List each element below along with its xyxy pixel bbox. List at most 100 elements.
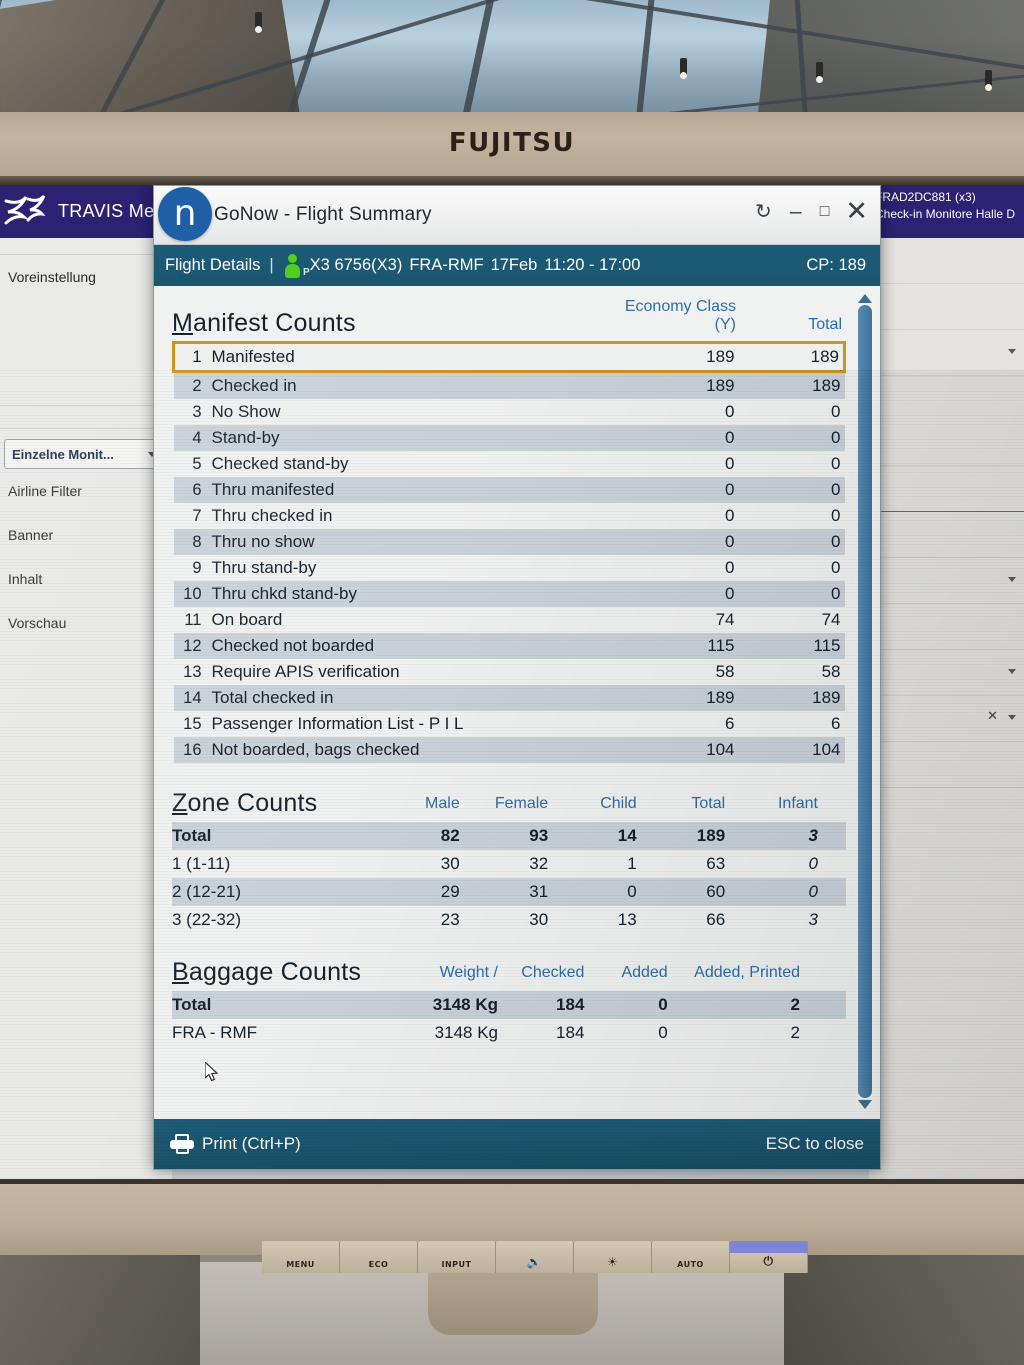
manifest-row[interactable]: 4 Stand-by 0 0 [173, 425, 845, 451]
manifest-row-index: 2 [173, 371, 212, 399]
zone-row-child: 1 [627, 854, 637, 873]
baggage-col-weight: Weight / [390, 954, 510, 991]
travis-titlebar: TRAVIS Me [0, 185, 172, 238]
manifest-row-label: Thru stand-by [211, 558, 317, 577]
zone-row-female: 31 [481, 878, 571, 906]
manifest-row[interactable]: 6 Thru manifested 0 0 [173, 477, 845, 503]
power-icon[interactable]: ⏻ [730, 1241, 808, 1273]
chevron-down-icon[interactable] [1008, 715, 1016, 720]
manifest-row[interactable]: 2 Checked in 189 189 [173, 371, 845, 399]
brightness-icon[interactable]: ☀ [574, 1241, 652, 1273]
monitor-button-menu[interactable]: MENU [262, 1241, 340, 1273]
manifest-row[interactable]: 11 On board 74 74 [174, 607, 845, 633]
manifest-title-rest: anifest Counts [193, 309, 356, 337]
maximize-icon[interactable]: □ [819, 202, 830, 220]
manifest-row[interactable]: 13 Require APIS verification 58 58 [174, 659, 845, 685]
volume-icon[interactable]: 🔊 [496, 1241, 574, 1273]
scroll-down-arrow-icon[interactable] [858, 1100, 872, 1109]
flightbar-separator: | [269, 256, 274, 274]
sidebar-item-banner[interactable]: Banner [8, 527, 54, 543]
right-row [869, 376, 1024, 466]
right-row [869, 650, 1024, 696]
zone-section-title: Zone Counts [172, 785, 393, 822]
zone-counts-table: Zone Counts Male Female Child Total Infa… [172, 785, 846, 934]
right-app-id: FRAD2DC881 (x3) [875, 190, 976, 204]
manifest-row[interactable]: 10 Thru chkd stand-by 0 0 [173, 581, 845, 607]
print-button[interactable]: Print (Ctrl+P) [202, 1134, 301, 1153]
scroll-up-arrow-icon[interactable] [858, 294, 872, 303]
close-icon[interactable]: ✕ [987, 708, 998, 723]
baggage-row[interactable]: Total 3148 Kg 184 0 2 [172, 991, 846, 1019]
manifest-row-economy: 189 [602, 341, 753, 373]
zone-row-label: 2 (12-21) [172, 878, 394, 906]
manifest-row-index: 11 [184, 610, 202, 629]
manifest-row[interactable]: 16 Not boarded, bags checked 104 104 [173, 737, 845, 763]
right-row: ✕ [869, 696, 1024, 742]
content-scrollbar[interactable] [855, 292, 875, 1111]
manifest-row-total: 74 [821, 610, 841, 629]
chevron-down-icon[interactable] [1008, 669, 1016, 674]
manifest-row[interactable]: 15 Passenger Information List - P I L 6 6 [174, 711, 845, 737]
sidebar-item-voreinstellung[interactable]: Voreinstellung [8, 269, 96, 285]
baggage-header-row: Baggage Counts Weight / Checked Added Ad… [172, 954, 846, 991]
flight-time: 11:20 - 17:00 [544, 256, 641, 274]
manifest-row[interactable]: 1 Manifested 189 189 [172, 341, 846, 373]
monitor-select-value: Einzelne Monit... [12, 446, 114, 462]
baggage-counts-table: Baggage Counts Weight / Checked Added Ad… [172, 954, 846, 1047]
chevron-down-icon[interactable] [1008, 349, 1016, 354]
zone-row-female: 30 [529, 910, 549, 929]
manifest-row[interactable]: 8 Thru no show 0 0 [173, 529, 845, 555]
monitor-stand [428, 1273, 598, 1335]
manifest-row[interactable]: 3 No Show 0 0 [174, 399, 845, 425]
manifest-row[interactable]: 5 Checked stand-by 0 0 [174, 451, 845, 477]
zone-row-label: Total [172, 822, 394, 850]
zone-row[interactable]: Total 82 93 14 189 3 [172, 822, 846, 850]
zone-col-total: Total [691, 794, 726, 812]
zone-row-total: 66 [706, 910, 726, 929]
monitor-button-eco[interactable]: ECO [340, 1241, 418, 1273]
printer-icon [170, 1134, 194, 1154]
sidebar-item-inhalt[interactable]: Inhalt [8, 571, 43, 587]
chevron-down-icon[interactable] [1008, 577, 1016, 582]
zone-row-label: 1 (1-11) [172, 854, 231, 873]
sidebar-item-airline-filter[interactable]: Airline Filter [8, 483, 82, 499]
manifest-row-index: 10 [173, 581, 212, 607]
sidebar-item-vorschau[interactable]: Vorschau [8, 615, 67, 631]
baggage-row-added: 0 [606, 991, 694, 1019]
zone-title-rest: one Counts [187, 789, 318, 817]
zone-row[interactable]: 3 (22-32) 23 30 13 66 3 [172, 906, 846, 934]
minimize-icon[interactable]: – [789, 199, 802, 223]
manifest-row[interactable]: 7 Thru checked in 0 0 [174, 503, 845, 529]
right-row [869, 466, 1024, 512]
right-row [869, 512, 1024, 558]
manifest-row[interactable]: 9 Thru stand-by 0 0 [174, 555, 845, 581]
monitor-screen: TRAVIS Me Voreinstellung Einzelne Monit.… [0, 185, 1024, 1185]
baggage-row[interactable]: FRA - RMF 3148 Kg 184 0 2 [172, 1019, 846, 1047]
close-icon[interactable]: ✕ [845, 196, 868, 226]
manifest-row-total: 115 [752, 633, 845, 659]
cp-capacity: CP: 189 [806, 256, 866, 274]
manifest-row-label: Thru checked in [211, 506, 333, 525]
baggage-title-accesskey: B [172, 958, 189, 986]
zone-row[interactable]: 2 (12-21) 29 31 0 60 0 [172, 878, 846, 906]
manifest-row[interactable]: 14 Total checked in 189 189 [173, 685, 845, 711]
manifest-row[interactable]: 12 Checked not boarded 115 115 [173, 633, 845, 659]
zone-row-total: 63 [706, 854, 726, 873]
scrollbar-thumb[interactable] [858, 305, 872, 1098]
monitor-button-input[interactable]: INPUT [418, 1241, 496, 1273]
dialog-content: Manifest Counts Economy Class (Y) Total … [154, 286, 880, 1117]
baggage-row-checked: 184 [510, 991, 607, 1019]
monitor-select-dropdown[interactable]: Einzelne Monit... [4, 439, 164, 469]
manifest-row-index: 7 [192, 506, 202, 525]
manifest-row-label: No Show [211, 402, 281, 421]
manifest-row-label: Checked not boarded [211, 633, 603, 659]
manifest-row-index: 16 [173, 737, 212, 763]
manifest-row-total: 0 [831, 506, 841, 525]
baggage-col-added: Added [621, 963, 668, 981]
zone-row-child: 13 [617, 910, 637, 929]
monitor-button-auto[interactable]: AUTO [652, 1241, 730, 1273]
refresh-icon[interactable]: ↻ [754, 201, 772, 223]
zone-row[interactable]: 1 (1-11) 30 32 1 63 0 [172, 850, 846, 878]
bezel-lip [0, 176, 1024, 185]
manifest-row-total: 104 [752, 737, 845, 763]
